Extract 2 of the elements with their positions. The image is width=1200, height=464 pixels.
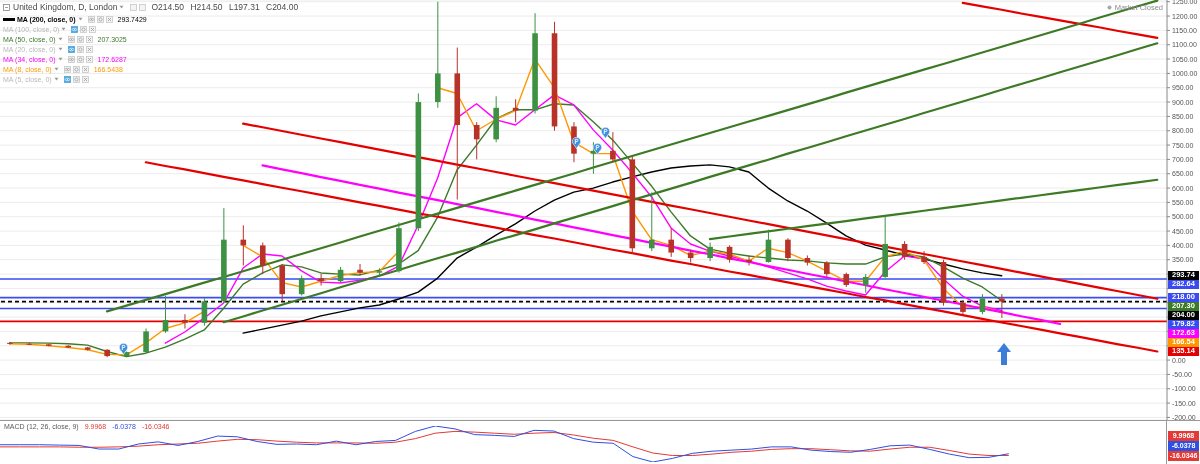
chart-subtitle: O214.50 H214.50 L197.31 C204.00: [151, 2, 299, 12]
chart-title: United Kingdom, D, London: [13, 2, 118, 12]
